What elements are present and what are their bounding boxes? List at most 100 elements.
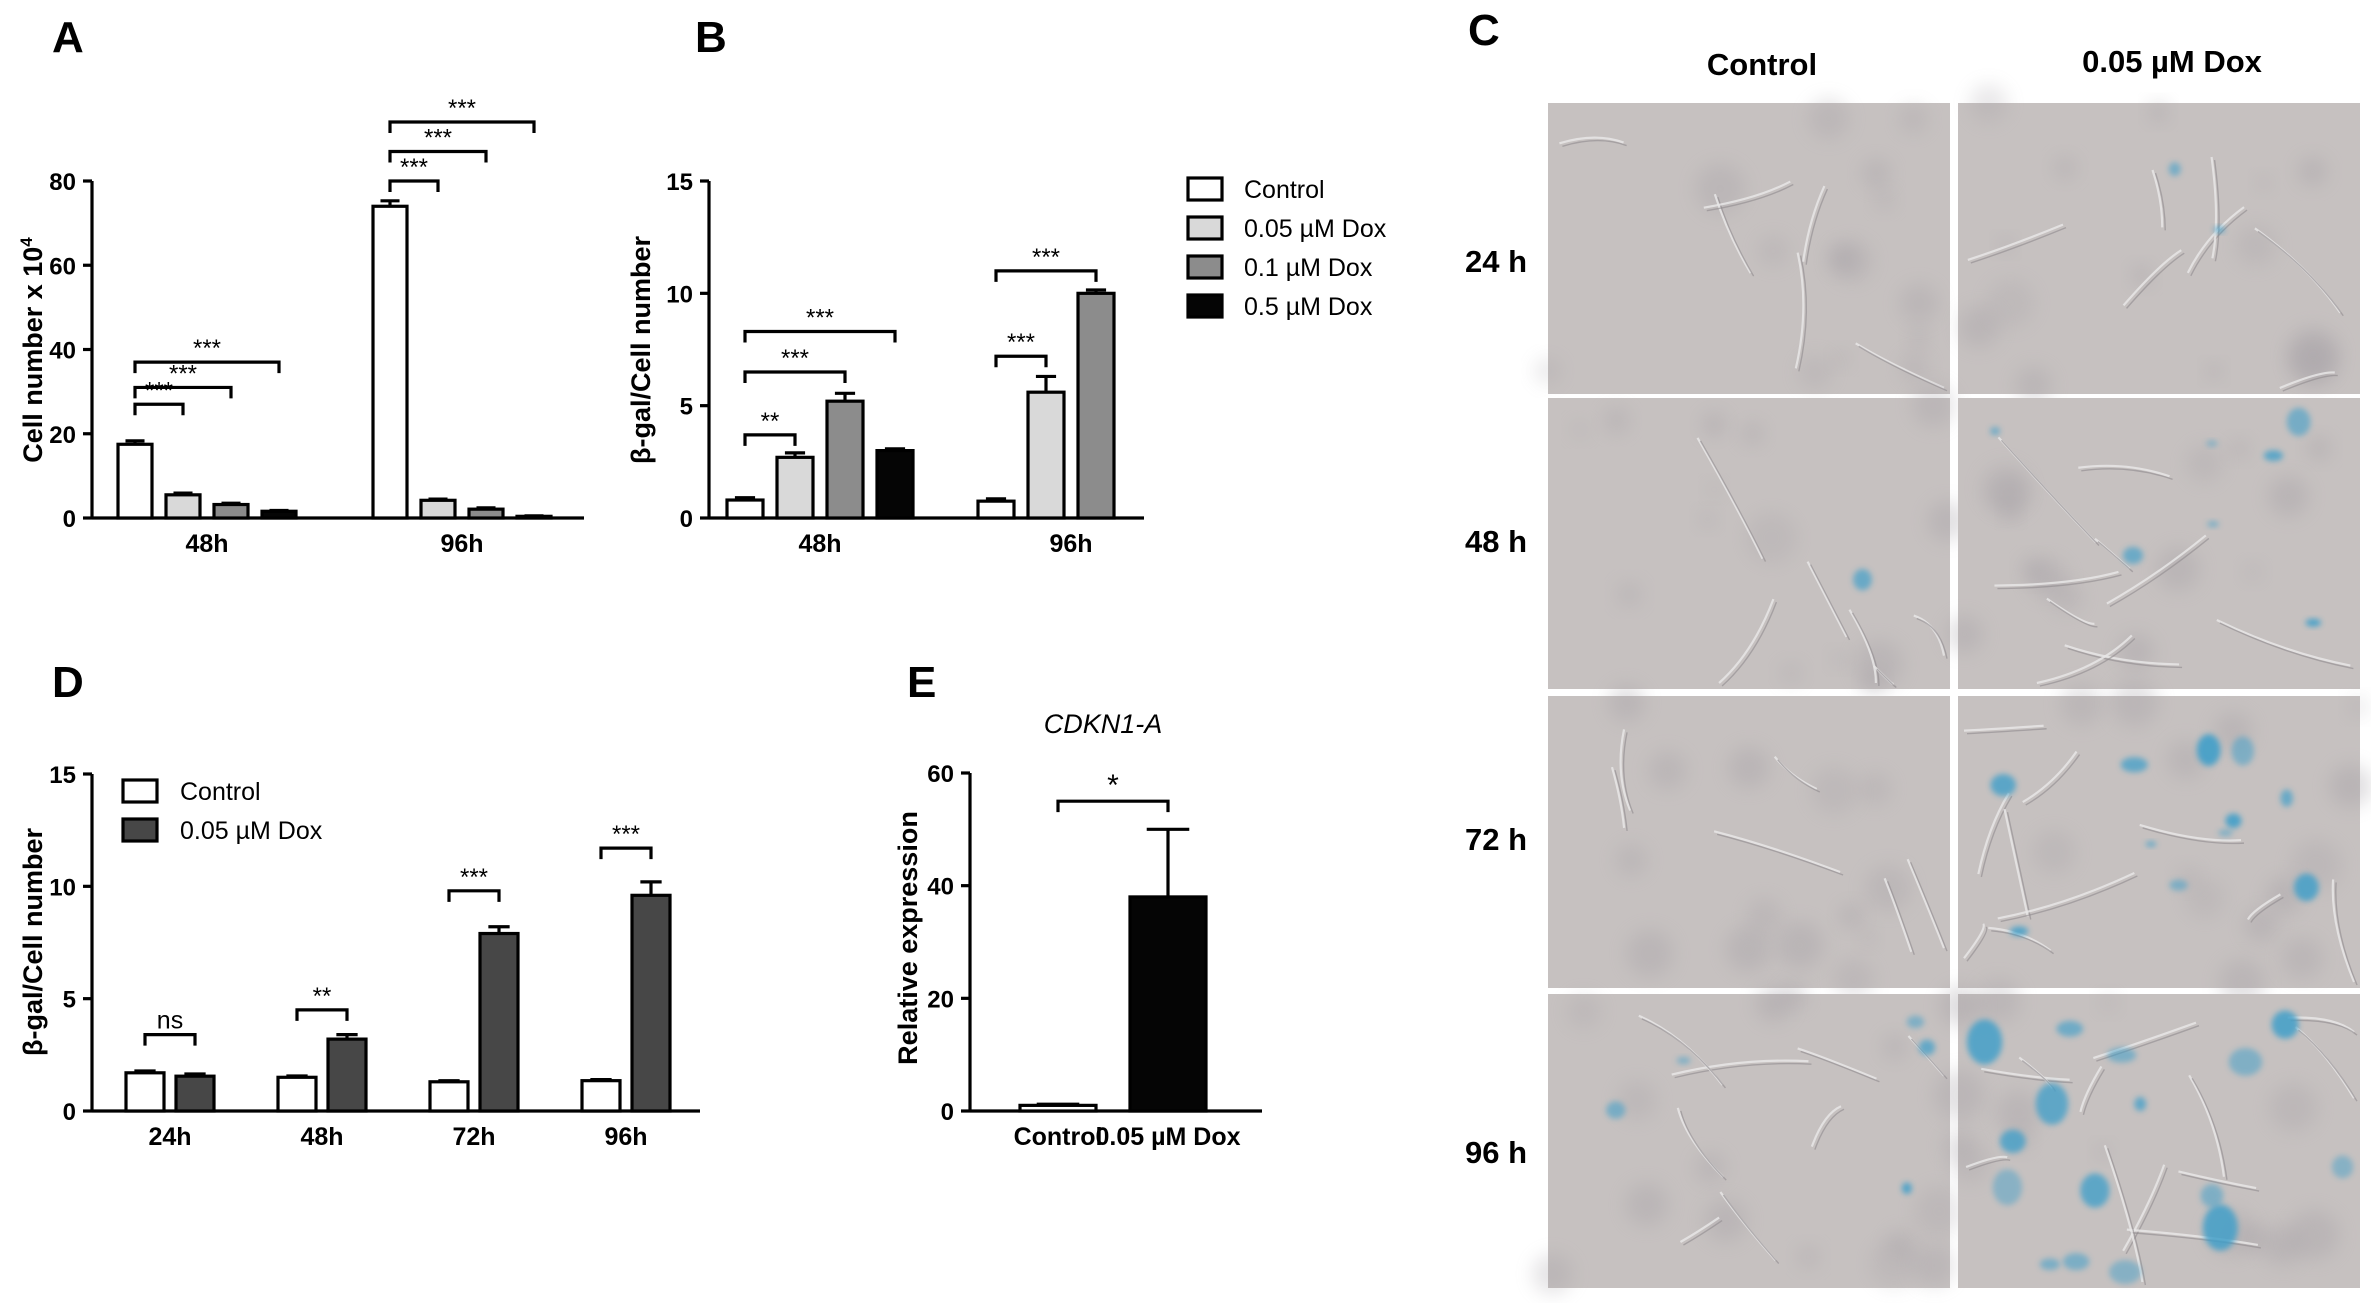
cell-outline — [1703, 180, 1791, 209]
cell-outline — [2079, 1065, 2103, 1113]
cell-outline — [2039, 637, 2136, 687]
significance-label: *** — [400, 154, 428, 181]
y-tick-label: 20 — [49, 422, 76, 449]
significance-bracket — [388, 120, 536, 134]
cell-outline — [2188, 1074, 2226, 1177]
stain-spot — [2231, 736, 2255, 766]
cell-outline — [1966, 728, 2047, 735]
legend-label: Control — [180, 778, 261, 806]
cell-outline — [1619, 729, 1632, 811]
significance-label: *** — [781, 345, 809, 372]
texture-spot — [2032, 830, 2077, 875]
stain-spot — [2196, 734, 2221, 766]
cell-outline — [2067, 647, 2183, 669]
texture-spot — [1861, 158, 1892, 189]
texture-spot — [2205, 362, 2223, 380]
texture-spot — [1728, 746, 1770, 789]
y-tick-label: 0 — [63, 1099, 76, 1126]
stain-spot — [2271, 1010, 2299, 1039]
significance-label: * — [1107, 769, 1119, 802]
stain-spot — [2120, 757, 2148, 773]
x-tick-label: 48h — [300, 1123, 343, 1151]
cell-outline — [1970, 226, 2067, 264]
texture-spot — [2255, 174, 2273, 192]
cell-outline — [1963, 923, 1985, 959]
x-tick-label: 24h — [148, 1123, 191, 1151]
significance-label: *** — [1007, 329, 1035, 356]
column-label-control: Control — [1707, 47, 1817, 82]
cell-outline — [2025, 754, 2081, 806]
micrograph-r3-c2 — [1958, 679, 2371, 1006]
x-tick-label: 48h — [798, 530, 841, 558]
y-tick-label: 20 — [927, 986, 954, 1013]
texture-spot — [2186, 444, 2223, 482]
significance-label: *** — [806, 305, 834, 332]
cell-outline — [1722, 1194, 1780, 1264]
texture-spot — [1626, 929, 1674, 978]
cell-outline — [2125, 1167, 2168, 1255]
cell-outline — [1802, 185, 1826, 262]
significance-label: *** — [169, 360, 197, 387]
cell-outline — [2213, 159, 2220, 262]
bar — [428, 1080, 470, 1113]
chart-panel-e: CDKN1-A Relative expression 0 20 40 60 Contr… — [893, 709, 1262, 1151]
texture-spot — [2297, 156, 2328, 187]
texture-spot — [1914, 1186, 1965, 1237]
y-tick-label: 0 — [941, 1099, 954, 1126]
texture-spot — [1797, 354, 1833, 390]
micrograph-r4-c2 — [1933, 979, 2360, 1288]
cell-outline — [2126, 252, 2185, 309]
texture-spot — [2348, 697, 2368, 717]
cell-outline — [2151, 169, 2164, 228]
texture-spot — [1933, 1069, 1985, 1121]
texture-spot — [1615, 843, 1648, 877]
cell-outline — [1805, 188, 1829, 265]
texture-spot — [1911, 383, 1956, 428]
panel-letter-d: D — [52, 658, 84, 707]
bar — [1018, 1103, 1098, 1113]
cell-outline — [2335, 882, 2358, 986]
micrograph-r2-c2 — [1945, 398, 2360, 689]
cell-outline — [1966, 926, 1988, 962]
cell-outline — [2142, 827, 2245, 845]
cell-outline — [1981, 1067, 2070, 1081]
legend-swatch — [121, 778, 159, 804]
y-tick-label: 15 — [666, 169, 693, 196]
cell-outline — [1810, 1105, 1842, 1147]
bar — [124, 1071, 166, 1113]
significance-bracket — [388, 149, 488, 163]
stain-spot — [2286, 407, 2311, 437]
cell-outline — [2064, 644, 2180, 666]
bar — [1128, 895, 1208, 1113]
stain-spot — [1906, 1015, 1925, 1029]
chart-title: CDKN1-A — [1044, 709, 1163, 739]
significance-label: *** — [424, 125, 452, 152]
y-axis-label: β-gal/Cell number — [626, 236, 656, 465]
y-tick-label: 40 — [927, 874, 954, 901]
x-tick-label: 0.05 µM Dox — [1095, 1123, 1240, 1151]
texture-spot — [1747, 898, 1782, 933]
texture-spot — [2098, 993, 2118, 1013]
stain-spot — [2263, 450, 2284, 462]
significance-bracket — [743, 370, 847, 383]
stain-spot — [2280, 789, 2293, 807]
legend-swatch — [1186, 293, 1224, 319]
bar — [371, 204, 409, 520]
bar — [976, 499, 1016, 520]
panel-letter-a: A — [52, 13, 84, 62]
texture-spot — [1873, 188, 1896, 211]
stain-spot — [1966, 1019, 2003, 1065]
stain-spot — [2010, 926, 2029, 936]
texture-spot — [1908, 327, 1930, 349]
stain-spot — [1989, 426, 2001, 436]
texture-spot — [2269, 1083, 2318, 1132]
bar — [1026, 390, 1066, 520]
stain-spot — [2205, 440, 2218, 447]
micrograph-background — [1548, 103, 1950, 394]
cell-outline — [2154, 172, 2166, 231]
texture-spot — [1725, 926, 1772, 972]
bar — [116, 442, 154, 520]
stain-spot — [2169, 879, 2188, 891]
